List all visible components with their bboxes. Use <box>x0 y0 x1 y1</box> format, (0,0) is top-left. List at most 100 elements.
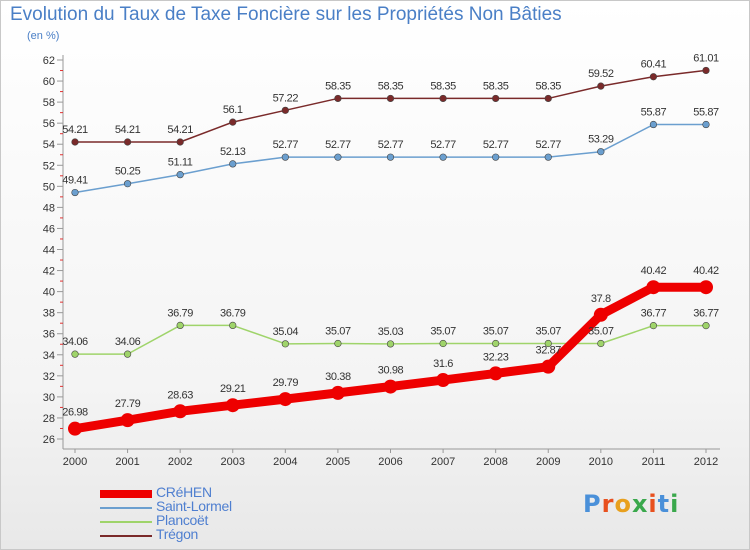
data-label: 52.77 <box>483 139 509 151</box>
data-label: 49.41 <box>62 175 88 187</box>
data-label: 36.77 <box>641 308 667 320</box>
data-point <box>386 94 395 103</box>
legend-swatch <box>100 535 152 537</box>
data-label: 54.21 <box>167 124 193 136</box>
data-point <box>702 322 710 330</box>
data-label: 32.87 <box>535 345 561 357</box>
x-tick-label: 2007 <box>431 456 455 468</box>
legend-label: CRéHEN <box>156 484 212 500</box>
data-label: 35.07 <box>535 326 561 338</box>
data-point <box>649 73 658 81</box>
data-label: 52.77 <box>273 139 299 151</box>
data-point <box>334 94 342 103</box>
x-tick-label: 2010 <box>589 456 613 468</box>
data-point <box>649 322 658 330</box>
y-tick-label: 30 <box>43 392 55 404</box>
data-label: 35.07 <box>483 326 509 338</box>
data-label: 53.29 <box>588 134 614 146</box>
data-label: 28.63 <box>167 389 193 401</box>
data-label: 58.35 <box>483 80 509 92</box>
data-point <box>699 280 713 295</box>
data-label: 58.35 <box>430 80 456 92</box>
data-point <box>646 280 661 295</box>
y-tick-label: 38 <box>43 308 55 320</box>
x-tick-label: 2006 <box>378 456 402 468</box>
chart-title: Evolution du Taux de Taxe Foncière sur l… <box>10 4 562 25</box>
data-label: 50.25 <box>115 166 141 178</box>
data-label: 57.22 <box>273 92 299 104</box>
data-point <box>488 366 503 381</box>
data-point <box>330 385 345 400</box>
data-label: 36.79 <box>167 307 193 319</box>
legend-swatch <box>100 521 152 523</box>
data-point <box>544 339 552 348</box>
data-point <box>597 148 605 156</box>
data-point <box>597 82 605 90</box>
x-tick-label: 2005 <box>326 456 350 468</box>
data-point <box>334 339 342 348</box>
data-point <box>544 94 552 103</box>
data-point <box>436 373 451 388</box>
data-point <box>281 153 289 161</box>
data-point <box>649 120 658 129</box>
data-label: 36.79 <box>220 307 246 319</box>
data-point <box>229 118 237 126</box>
y-tick-label: 52 <box>43 160 55 172</box>
data-point <box>281 106 289 114</box>
data-label: 35.07 <box>325 326 351 338</box>
legend-label: Saint-Lormel <box>156 498 232 514</box>
data-label: 60.41 <box>641 59 667 71</box>
legend-swatch <box>100 490 152 498</box>
data-point <box>278 392 293 407</box>
data-point <box>176 138 184 146</box>
data-point <box>71 138 79 146</box>
data-label: 31.6 <box>433 358 453 370</box>
chart-axes: 26 28 30 32 34 36 38 40 42 44 46 48 50 52 54 56 58 60 62 20… <box>43 55 720 468</box>
data-point <box>597 339 605 348</box>
data-label: 52.13 <box>220 146 246 158</box>
y-tick-label: 46 <box>43 223 55 235</box>
data-point <box>383 379 398 394</box>
data-point <box>492 339 500 348</box>
data-label: 29.21 <box>220 383 246 395</box>
series-crehen <box>68 280 713 436</box>
data-point <box>492 153 500 161</box>
data-label: 30.38 <box>325 371 351 383</box>
data-point <box>281 340 289 348</box>
data-point <box>702 66 710 75</box>
y-tick-label: 60 <box>43 76 55 88</box>
data-label: 35.03 <box>378 326 404 338</box>
data-label: 34.06 <box>115 336 141 348</box>
legend-label: Trégon <box>156 526 199 542</box>
data-point <box>492 94 500 103</box>
data-label: 35.04 <box>273 326 299 338</box>
data-point <box>229 160 237 168</box>
data-point <box>439 339 447 348</box>
y-tick-label: 34 <box>43 350 55 362</box>
data-label: 52.77 <box>378 139 404 151</box>
data-point <box>702 120 710 129</box>
data-point <box>386 340 395 348</box>
y-tick-label: 56 <box>43 118 55 130</box>
data-label: 29.79 <box>273 377 299 389</box>
y-tick-label: 62 <box>43 55 55 67</box>
data-label: 40.42 <box>641 265 667 277</box>
data-label: 27.79 <box>115 398 141 410</box>
data-point <box>123 350 132 358</box>
data-label: 52.77 <box>535 139 561 151</box>
x-tick-label: 2003 <box>221 456 245 468</box>
data-label: 54.21 <box>115 124 141 136</box>
data-point <box>123 180 132 188</box>
data-label: 34.06 <box>62 336 88 348</box>
legend-label: Plancoët <box>156 512 209 528</box>
y-tick-label: 58 <box>43 97 55 109</box>
data-label: 36.77 <box>693 308 719 320</box>
data-label: 32.23 <box>483 351 509 363</box>
data-label: 56.1 <box>223 104 243 116</box>
data-point <box>173 404 188 419</box>
y-tick-label: 40 <box>43 287 55 299</box>
data-label: 58.35 <box>378 80 404 92</box>
data-label: 55.87 <box>641 107 667 119</box>
